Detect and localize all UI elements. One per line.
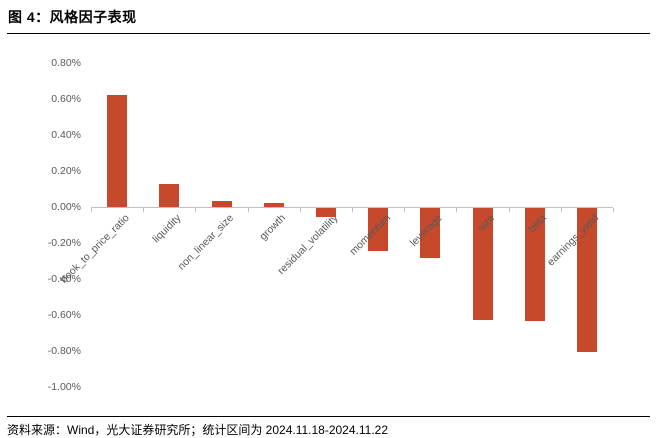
title-divider bbox=[7, 33, 650, 35]
bar-liquidity bbox=[159, 183, 180, 207]
x-axis-tick bbox=[143, 208, 145, 212]
bar-leverage bbox=[420, 208, 441, 258]
bar-earnings_yield bbox=[576, 208, 597, 352]
x-axis-tick bbox=[404, 208, 406, 212]
bar-book_to_price_ratio bbox=[107, 95, 128, 208]
y-axis-label: 0.80% bbox=[51, 57, 81, 69]
footer-divider bbox=[7, 416, 650, 418]
source-note: 资料来源：Wind，光大证券研究所；统计区间为 2024.11.18-2024.… bbox=[7, 423, 389, 437]
x-axis-label: growth bbox=[257, 212, 289, 243]
x-axis-label: liquidity bbox=[150, 212, 184, 246]
x-axis-tick bbox=[352, 208, 353, 212]
x-axis-line bbox=[91, 207, 613, 208]
x-axis-label: non_linear_size bbox=[175, 212, 236, 273]
x-axis-tick bbox=[299, 208, 301, 212]
bar-growth bbox=[263, 203, 284, 208]
y-axis-label: -0.80% bbox=[47, 345, 81, 357]
figure-title: 图 4：风格因子表现 bbox=[8, 9, 137, 25]
x-axis-tick bbox=[560, 208, 562, 212]
y-axis-label: 0.00% bbox=[51, 201, 81, 213]
y-axis-label: -1.00% bbox=[47, 381, 81, 393]
y-axis-label: 0.60% bbox=[51, 93, 81, 105]
bar-momentum bbox=[368, 208, 389, 251]
x-axis-tick bbox=[195, 208, 197, 212]
x-axis-tick bbox=[508, 208, 510, 212]
y-axis-label: -0.40% bbox=[47, 273, 81, 285]
bar-residual_volatility bbox=[315, 208, 336, 217]
y-axis-label: 0.40% bbox=[51, 129, 81, 141]
y-axis-label: -0.20% bbox=[47, 237, 81, 249]
y-axis-label: 0.20% bbox=[51, 165, 81, 177]
bar-non_linear_size bbox=[211, 200, 232, 207]
x-axis-tick bbox=[91, 208, 92, 212]
y-axis-label: -0.60% bbox=[47, 309, 81, 321]
x-axis-tick bbox=[613, 208, 614, 212]
x-axis-tick bbox=[456, 208, 458, 212]
x-axis-tick bbox=[247, 208, 249, 212]
bar-beta bbox=[524, 208, 545, 321]
bar-size bbox=[472, 208, 493, 320]
